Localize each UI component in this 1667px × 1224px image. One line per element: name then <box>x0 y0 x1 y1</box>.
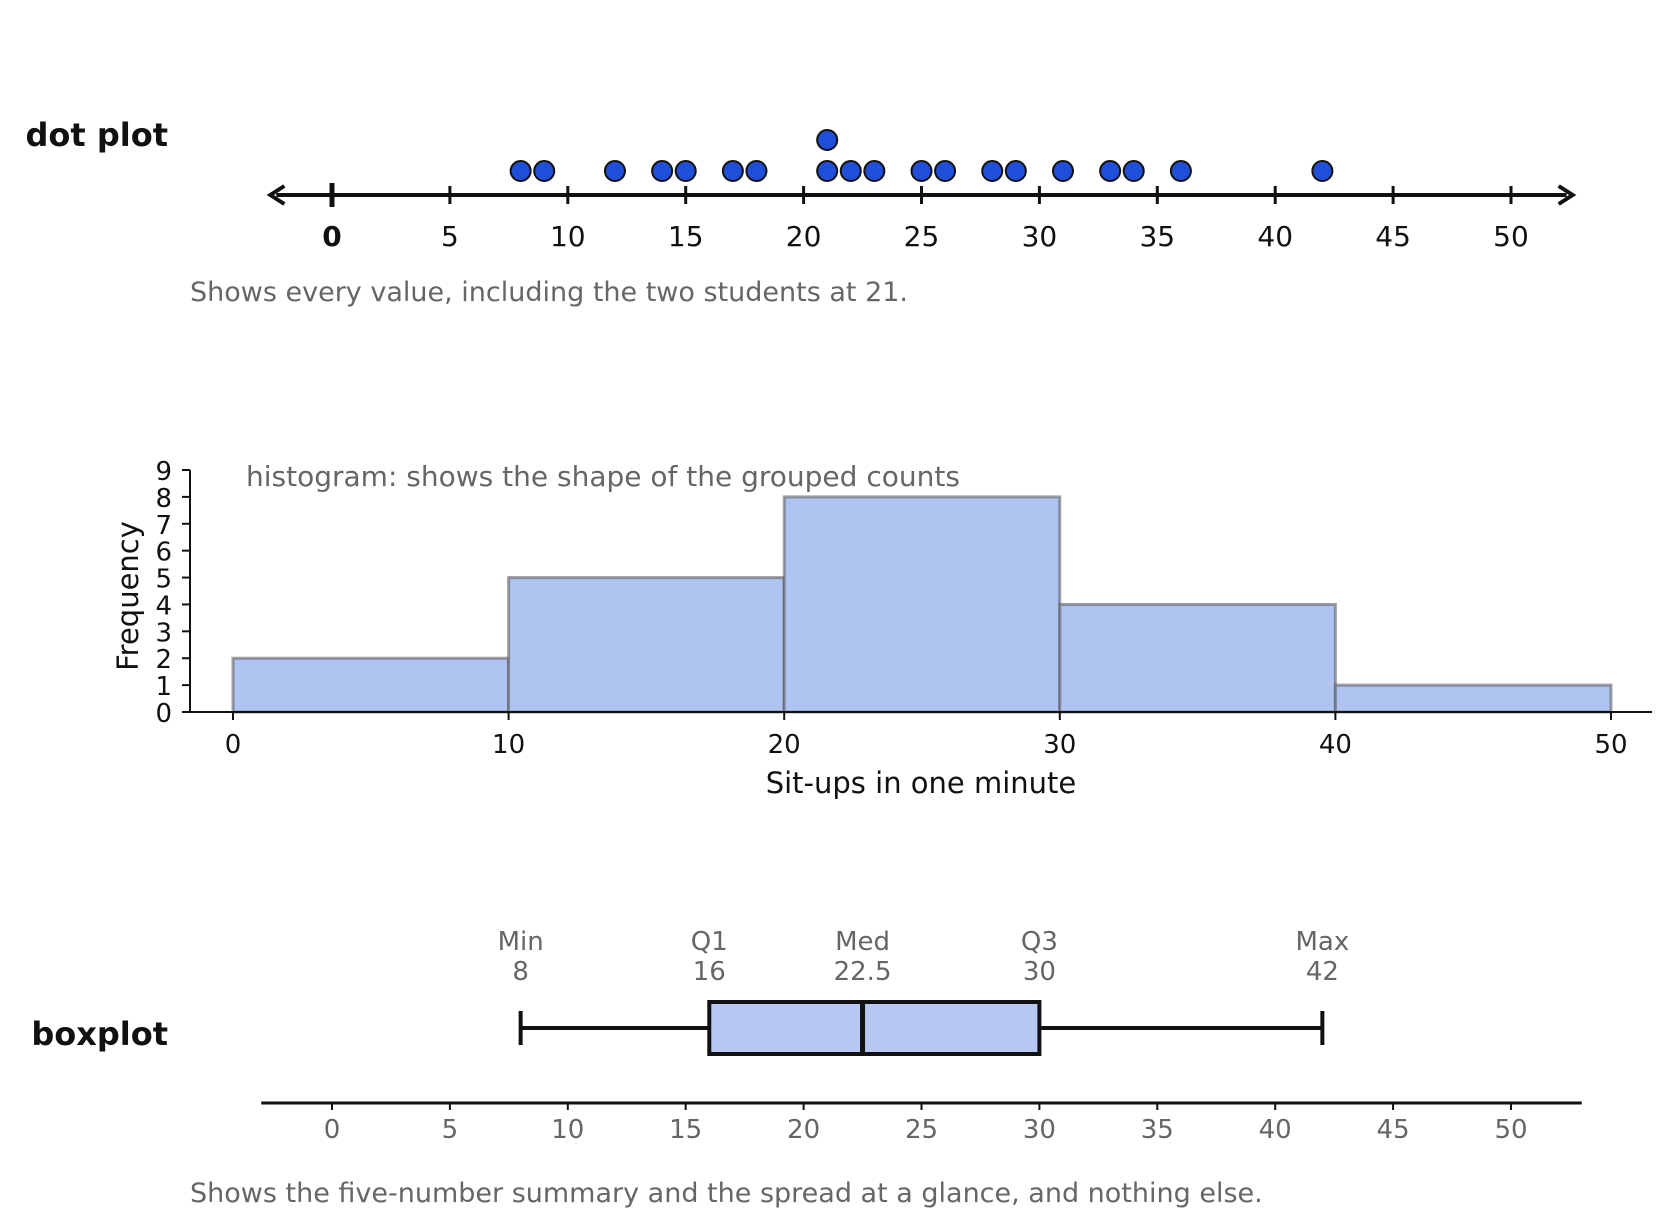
dot-plot-tick-label: 35 <box>1139 220 1175 253</box>
dot-plot-point <box>1122 160 1145 182</box>
dot-plot-tick-label: 10 <box>550 220 586 253</box>
dot-plot-point <box>721 160 744 182</box>
histogram-y-tick-label: 2 <box>155 645 172 675</box>
boxplot-tick-label: 25 <box>905 1115 938 1145</box>
histogram-bars <box>231 495 1613 714</box>
dot-plot-point <box>981 160 1004 182</box>
boxplot-tick-label: 40 <box>1259 1115 1292 1145</box>
histogram-y-tick-label: 0 <box>155 699 172 729</box>
boxplot-tick-label: 45 <box>1377 1115 1410 1145</box>
histogram-x-tick-label: 40 <box>1319 730 1352 760</box>
dot-plot-tick-label: 30 <box>1022 220 1058 253</box>
histogram-x-tick-label: 20 <box>768 730 801 760</box>
histogram-x-tick-label: 10 <box>492 730 525 760</box>
dot-plot-point <box>745 160 768 182</box>
dot-plot-tick-label: 25 <box>904 220 940 253</box>
histogram-annotation: histogram: shows the shape of the groupe… <box>246 460 960 493</box>
dot-plot-point <box>674 160 697 182</box>
histogram-y-tick-label: 4 <box>155 591 172 621</box>
dot-plot-point <box>533 160 556 182</box>
boxplot-summary-name: Max <box>1295 927 1349 957</box>
histogram-x-ticks: 0 10 20 30 40 50 <box>225 712 1628 760</box>
histogram-y-tick-label: 6 <box>155 538 172 568</box>
histogram-bar <box>782 495 1062 714</box>
dot-plot-ticks: 0 5 10 15 20 25 30 35 40 45 50 <box>322 183 1529 253</box>
boxplot-tick-label: 20 <box>787 1115 820 1145</box>
boxplot-tick-label: 0 <box>324 1115 341 1145</box>
dot-plot-tick-label: 5 <box>441 220 459 253</box>
dot-plot-point <box>1169 160 1192 182</box>
boxplot-tick-label: 10 <box>551 1115 584 1145</box>
boxplot-summary-name: Med <box>835 927 890 957</box>
boxplot-caption: Shows the five-number summary and the sp… <box>190 1178 1263 1209</box>
histogram-bar <box>1058 602 1337 714</box>
dot-plot-point <box>1051 160 1074 182</box>
boxplot-ticks: 0 5 10 15 20 25 30 35 40 45 50 <box>324 1103 1528 1145</box>
dot-plot-point <box>863 160 886 182</box>
boxplot-summary-value: 16 <box>693 957 726 987</box>
dot-plot-tick-label: 15 <box>668 220 704 253</box>
boxplot-label: boxplot <box>31 1015 168 1053</box>
boxplot-tick-label: 50 <box>1494 1115 1527 1145</box>
dot-plot-point <box>910 160 933 182</box>
boxplot-tick-label: 30 <box>1023 1115 1056 1145</box>
histogram-y-tick-label: 5 <box>155 565 172 595</box>
boxplot-summary-name: Q1 <box>691 927 728 957</box>
dot-plot-right-arrow <box>1557 184 1577 206</box>
dot-plot-point <box>934 160 957 182</box>
histogram-y-axis-title: Frequency <box>111 521 145 671</box>
histogram-axes <box>189 470 1652 713</box>
dot-plot-tick-label: 50 <box>1493 220 1529 253</box>
histogram-y-tick-label: 3 <box>155 618 172 648</box>
dot-plot-tick-label: 20 <box>786 220 822 253</box>
dot-plot-point <box>816 129 839 151</box>
boxplot-summary-value: 30 <box>1023 957 1056 987</box>
boxplot-shape <box>518 1000 1325 1056</box>
boxplot-summary-name: Q3 <box>1021 927 1058 957</box>
dot-plot-point <box>651 160 674 182</box>
histogram-bar <box>1333 683 1613 714</box>
histogram-x-tick-label: 0 <box>225 730 242 760</box>
histogram-x-axis-title: Sit-ups in one minute <box>766 766 1077 800</box>
histogram-y-tick-label: 8 <box>155 484 172 514</box>
dot-plot-tick-label: 45 <box>1375 220 1411 253</box>
dot-plot-left-arrow <box>266 184 286 206</box>
histogram-bar <box>507 576 786 714</box>
boxplot-summary-value: 8 <box>512 957 529 987</box>
boxplot-box <box>707 1000 1042 1056</box>
histogram-y-tick-label: 7 <box>155 511 172 541</box>
dot-plot-caption: Shows every value, including the two stu… <box>190 277 908 308</box>
histogram-y-tick-label: 1 <box>155 672 172 702</box>
dot-plot-point <box>603 160 626 182</box>
histogram-x-tick-label: 30 <box>1043 730 1076 760</box>
dot-plot-point <box>816 160 839 182</box>
boxplot-summary-value: 42 <box>1306 957 1339 987</box>
boxplot-tick-label: 35 <box>1141 1115 1174 1145</box>
dot-plot-tick-label: 40 <box>1257 220 1293 253</box>
dot-plot-point <box>509 160 532 182</box>
histogram-x-tick-label: 50 <box>1594 730 1627 760</box>
dot-plot-point <box>1004 160 1027 182</box>
dot-plot-tick-label: 0 <box>322 220 341 253</box>
boxplot-tick-label: 15 <box>669 1115 702 1145</box>
boxplot-summary-value: 22.5 <box>834 957 892 987</box>
dot-plot-panel: dot plot 0 5 10 15 20 25 30 35 40 45 50 Shows ever… <box>26 116 1577 308</box>
dot-plot-points <box>509 129 1334 182</box>
histogram-bar <box>231 656 511 714</box>
dot-plot-point <box>1311 160 1334 182</box>
dot-plot-point <box>1099 160 1122 182</box>
dot-plot-point <box>839 160 862 182</box>
boxplot-tick-label: 5 <box>442 1115 459 1145</box>
histogram-y-tick-label: 9 <box>155 457 172 487</box>
boxplot-summary-name: Min <box>498 927 544 957</box>
dot-plot-label: dot plot <box>26 116 168 154</box>
